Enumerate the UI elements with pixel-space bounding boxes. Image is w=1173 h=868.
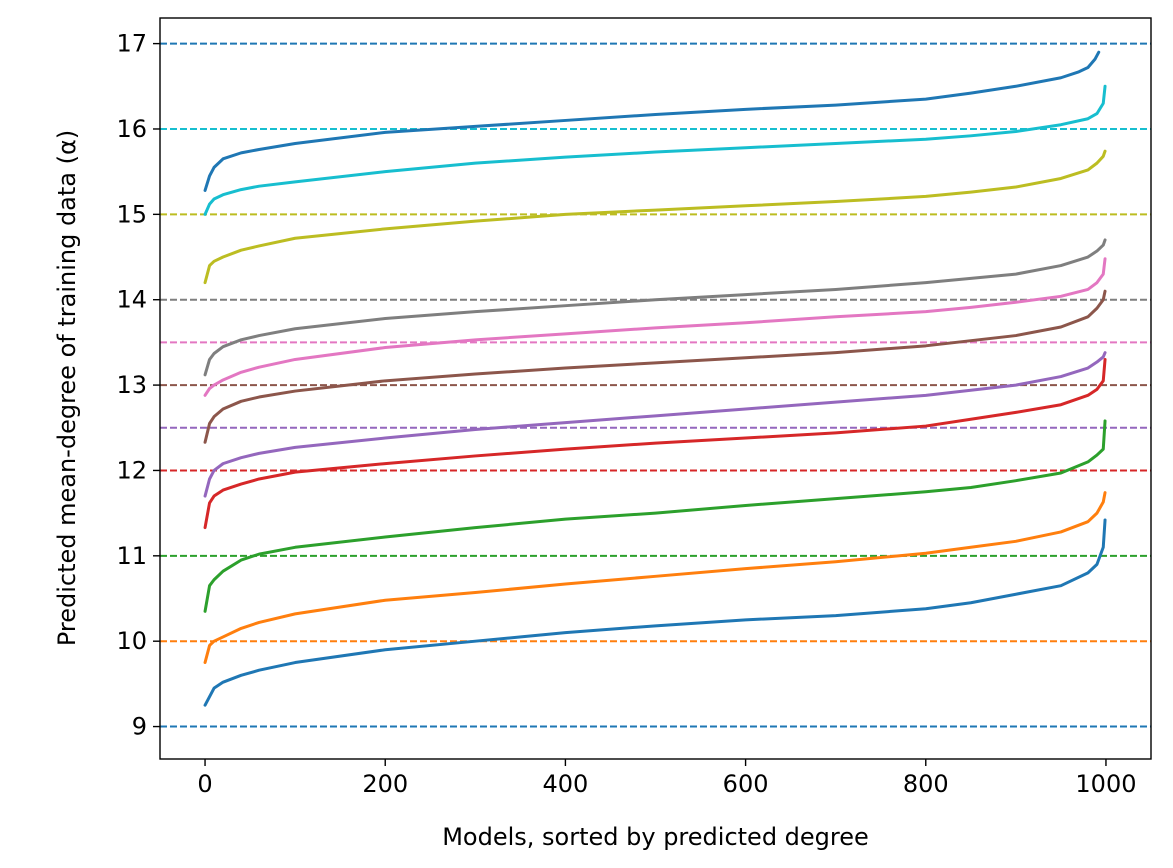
plot-frame bbox=[159, 17, 1152, 760]
y-tick-label: 12 bbox=[116, 456, 147, 484]
y-tick-label: 15 bbox=[116, 200, 147, 228]
x-axis-ticks: 0 200 400 600 800 1000 bbox=[197, 759, 1136, 798]
series-line bbox=[203, 238, 1107, 377]
y-tick-label: 14 bbox=[116, 286, 147, 314]
y-axis-label: Predicted mean-degree of training data (… bbox=[53, 130, 81, 646]
y-tick-label: 10 bbox=[116, 627, 147, 655]
y-tick-label: 13 bbox=[116, 371, 147, 399]
series-line bbox=[203, 351, 1107, 498]
x-tick-label: 600 bbox=[723, 770, 769, 798]
series-line bbox=[203, 50, 1101, 192]
series-line bbox=[203, 257, 1107, 397]
series-line bbox=[203, 357, 1107, 530]
y-tick-label: 17 bbox=[116, 30, 147, 58]
series-line bbox=[203, 84, 1107, 216]
y-tick-label: 16 bbox=[116, 115, 147, 143]
y-axis-ticks: 9 10 11 12 13 14 15 16 17 bbox=[116, 30, 160, 741]
y-tick-label: 11 bbox=[116, 542, 147, 570]
y-tick-label: 9 bbox=[132, 713, 147, 741]
reference-lines bbox=[160, 42, 1151, 728]
series-line bbox=[203, 419, 1107, 613]
series-line bbox=[203, 518, 1107, 707]
x-tick-label: 1000 bbox=[1075, 770, 1136, 798]
x-tick-label: 200 bbox=[362, 770, 408, 798]
series-line bbox=[203, 149, 1107, 285]
x-tick-label: 400 bbox=[543, 770, 589, 798]
series-line bbox=[203, 491, 1107, 665]
x-tick-label: 0 bbox=[197, 770, 212, 798]
series-lines bbox=[203, 50, 1107, 707]
series-line bbox=[203, 289, 1107, 444]
x-axis-label: Models, sorted by predicted degree bbox=[442, 823, 869, 851]
x-tick-label: 800 bbox=[903, 770, 949, 798]
